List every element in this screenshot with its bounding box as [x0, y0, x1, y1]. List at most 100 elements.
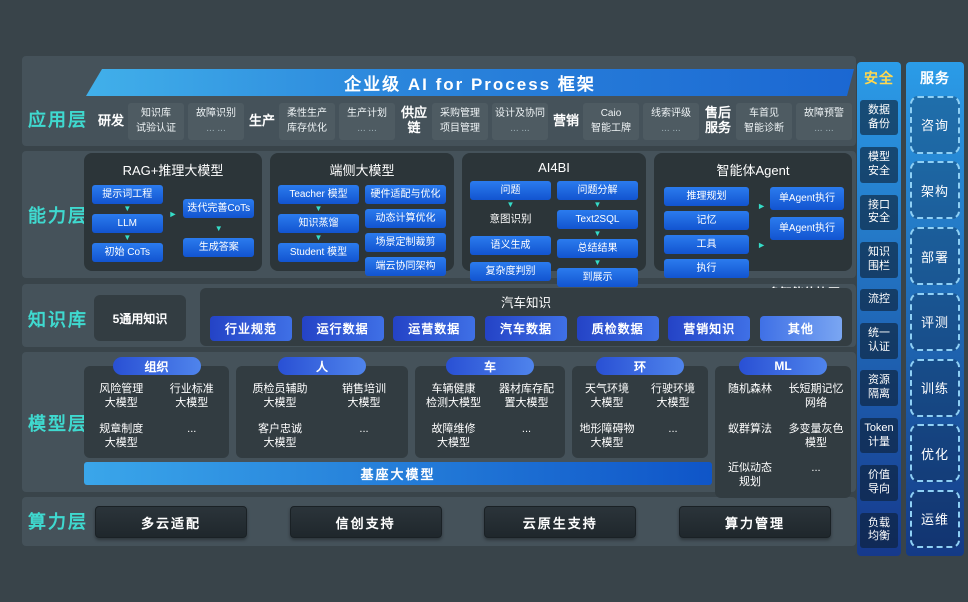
model-cell: ...	[521, 422, 532, 435]
model-group-vehicle: 车 车辆健康 检测大模型 器材库存配 置大模型 故障维修 大模型 ...	[415, 357, 565, 459]
security-item-flow-control: 流控	[860, 289, 898, 312]
knowledge-pill-industry-standards: 行业规范	[210, 316, 292, 341]
app-box-line: 车首见	[748, 108, 779, 119]
knowledge-pill-operations-data: 运营数据	[393, 316, 476, 341]
model-cell: 地形障碍物 大模型	[579, 422, 635, 449]
service-item-evaluation: 评测	[910, 292, 960, 351]
security-item-data-backup: 数据 备份	[860, 99, 898, 136]
panel-title: AI4BI	[538, 160, 570, 175]
model-cell: 蚁群算法	[728, 422, 772, 435]
app-box: 故障识别 ... ...	[188, 102, 245, 140]
app-box-line: 生产计划	[347, 108, 388, 119]
model-group-ml: ML 随机森林 长短期记忆 网络 蚁群算法 多变量灰色 模型 近似动态 规划 .…	[715, 357, 851, 498]
service-item-consulting: 咨询	[910, 95, 960, 154]
edge-scene-customization: 场景定制裁剪	[365, 233, 446, 252]
model-group-pill: ML	[739, 357, 827, 375]
security-item-knowledge-guardrail: 知识 围栏	[860, 242, 898, 278]
app-box-line: ... ...	[357, 123, 377, 134]
knowledge-auto-title: 汽车知识	[500, 296, 551, 310]
edge-hardware-adaptation: 硬件适配与优化	[365, 185, 446, 204]
bi-complexity-judgment: 复杂度判别	[470, 262, 551, 281]
service-item-training: 训练	[910, 358, 960, 417]
edge-teacher-model: Teacher 模型	[278, 185, 359, 204]
model-group-pill: 组织	[112, 357, 201, 375]
model-group-organization: 组织 风险管理 大模型 行业标准 大模型 规章制度 大模型 ...	[84, 357, 229, 459]
bi-intent-recognition: 意图识别	[489, 213, 532, 225]
capability-layer-row: RAG+推理大模型 提示词工程 ▼ LLM ▼ 初始 CoTs ► 迭代完善Co…	[84, 153, 852, 300]
service-item-optimization: 优化	[910, 424, 960, 483]
arrow-down-icon: ▼	[314, 233, 323, 242]
panel-title: RAG+推理大模型	[122, 163, 224, 178]
model-cell: 行业标准 大模型	[169, 383, 214, 410]
app-box-line: Caio	[600, 108, 622, 119]
bi-question-decomposition: 问题分解	[557, 181, 638, 200]
knowledge-pill-other: 其他	[759, 316, 842, 341]
arrow-down-icon: ▼	[314, 204, 323, 213]
model-cell: 车辆健康 检测大模型	[426, 383, 481, 410]
page-title-banner: 企业级 AI for Process 框架	[86, 69, 854, 96]
model-cell: 故障维修 大模型	[431, 422, 476, 449]
app-box: 设计及协同 ... ...	[492, 102, 548, 140]
layer-label-capability: 能力层	[28, 206, 88, 226]
service-title: 服务	[920, 70, 950, 86]
model-cell: 行驶环境 大模型	[651, 383, 695, 410]
model-cell: 风险管理 大模型	[99, 383, 144, 410]
edge-student-model: Student 模型	[278, 243, 359, 262]
model-group-pill: 环	[596, 357, 684, 375]
bi-question: 问题	[470, 181, 551, 200]
knowledge-auto-panel: 汽车知识 行业规范 运行数据 运营数据 汽车数据 质检数据 营销知识 其他	[200, 288, 852, 346]
model-cell: ...	[359, 422, 369, 435]
arrow-down-icon: ▼	[123, 233, 132, 242]
service-item-architecture: 架构	[910, 161, 960, 220]
compute-power-management: 算力管理	[678, 506, 831, 538]
app-box: 线索评级 ... ...	[643, 102, 699, 140]
bi-display: 到展示	[557, 268, 638, 287]
app-box-line: 设计及协同	[495, 108, 545, 119]
app-box-line: 线索评级	[651, 108, 691, 119]
app-group-supply-chain: 供应链 采购管理 项目管理 设计及协同 ... ...	[400, 102, 548, 140]
security-item-resource-isolation: 资源 隔离	[860, 370, 898, 406]
app-box: 车首见 智能诊断	[735, 102, 792, 140]
agent-memory: 记忆	[664, 211, 750, 230]
arrow-right-icon: ►	[757, 239, 767, 250]
agent-execution: 执行	[664, 259, 750, 278]
application-layer-row: 研发 知识库 试验认证 故障识别 ... ... 生产 柔性生产 库存优化 生产…	[98, 97, 852, 145]
app-box-line: 库存优化	[287, 123, 328, 134]
app-group-production: 生产 柔性生产 库存优化 生产计划 ... ...	[249, 102, 396, 140]
security-item-model-security: 模型 安全	[860, 147, 898, 183]
model-group-environment: 环 天气环境 大模型 行驶环境 大模型 地形障碍物 大模型 ...	[572, 357, 708, 459]
arrow-down-icon: ▼	[506, 200, 515, 209]
model-cell: 天气环境 大模型	[585, 383, 629, 410]
model-cell: 近似动态 规划	[728, 462, 772, 489]
model-cell: 客户忠诚 大模型	[258, 422, 302, 449]
app-group-label: 生产	[249, 112, 276, 128]
app-box-line: ... ...	[661, 123, 681, 134]
app-box-line: 试验认证	[136, 123, 177, 134]
app-box-line: 故障预警	[803, 108, 844, 119]
knowledge-general-box: 5通用知识	[94, 295, 186, 341]
knowledge-pill-marketing-knowledge: 营销知识	[668, 316, 751, 341]
page-title: 企业级 AI for Process 框架	[344, 75, 596, 94]
compute-cloud-native: 云原生支持	[484, 506, 637, 538]
security-item-api-security: 接口 安全	[860, 194, 898, 231]
bi-semantic-generation: 语义生成	[470, 236, 551, 255]
panel-rag-reasoning: RAG+推理大模型 提示词工程 ▼ LLM ▼ 初始 CoTs ► 迭代完善Co…	[84, 153, 262, 271]
app-group-after-sales: 售后服务 车首见 智能诊断 故障预警 ... ...	[704, 102, 852, 140]
app-box: 生产计划 ... ...	[339, 102, 396, 140]
panel-edge-model: 端侧大模型 Teacher 模型 ▼ 知识蒸馏 ▼ Student 模型 硬件适…	[270, 153, 454, 276]
layer-label-compute: 算力层	[28, 512, 88, 532]
arrow-down-icon: ▼	[593, 200, 602, 209]
rag-step-llm: LLM	[92, 214, 163, 233]
security-column: 安全 数据 备份 模型 安全 接口 安全 知识 围栏 流控 统一 认证 资源 隔…	[857, 62, 901, 556]
edge-dynamic-compute-optimization: 动态计算优化	[365, 209, 446, 228]
app-box-line: 项目管理	[440, 123, 480, 134]
security-item-value-orientation: 价值 导向	[860, 465, 898, 501]
app-box-line: 采购管理	[440, 108, 480, 119]
model-cell: 随机森林	[728, 383, 772, 395]
compute-layer-row: 多云适配 信创支持 云原生支持 算力管理	[95, 506, 831, 538]
security-title: 安全	[864, 70, 894, 86]
arrow-down-icon: ▼	[214, 224, 223, 233]
model-cell: 器材库存配 置大模型	[499, 383, 554, 410]
edge-knowledge-distillation: 知识蒸馏	[278, 214, 359, 233]
